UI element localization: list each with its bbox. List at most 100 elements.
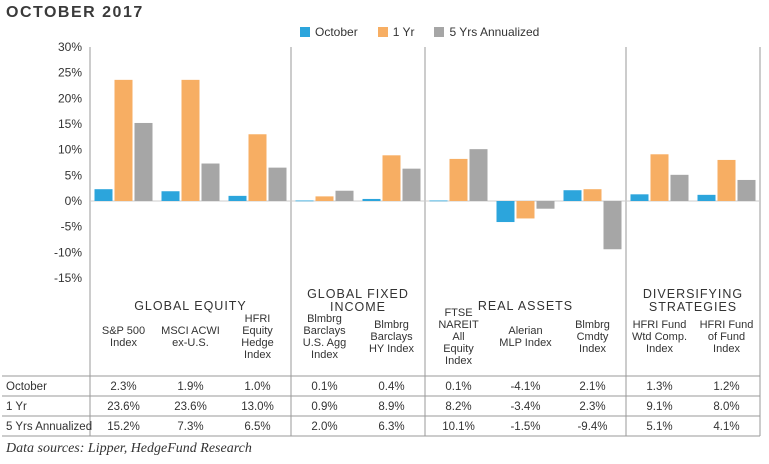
table-value-cell: 4.1%	[713, 421, 739, 433]
y-tick-label: -5%	[61, 220, 83, 234]
category-label: S&P 500	[102, 325, 145, 337]
y-tick-label: 25%	[58, 66, 82, 80]
category-label: MLP Index	[499, 337, 552, 349]
bar-1-yr	[717, 159, 736, 201]
bar-1-yr	[650, 154, 669, 201]
table-value-cell: 10.1%	[442, 421, 475, 433]
category-label: HFRI	[245, 313, 271, 325]
legend-label-1yr: 1 Yr	[392, 25, 415, 39]
table-value-cell: 1.9%	[177, 381, 203, 393]
table-value-cell: 23.6%	[107, 401, 140, 413]
legend-item-1yr: 1 Yr	[377, 25, 415, 39]
category-label: Equity	[443, 343, 474, 355]
table-value-cell: 13.0%	[241, 401, 274, 413]
bar-october	[228, 195, 247, 201]
group-label: DIVERSIFYING	[643, 287, 743, 301]
bar-october	[496, 201, 515, 223]
category-label: All	[452, 331, 464, 343]
legend-swatch-october	[300, 27, 310, 37]
category-label: Hedge	[241, 337, 273, 349]
bar-1-yr	[114, 79, 133, 201]
bar-5-yrs-annualized	[469, 149, 488, 201]
bar-1-yr	[583, 189, 602, 201]
legend-swatch-5yr	[434, 27, 445, 37]
bar-chart: -15% -10% -5% 0% 5% 10% 15% 20% 25% 30% GLOBAL EQU…	[2, 40, 761, 437]
table-value-cell: 0.1%	[311, 381, 337, 393]
category-label: HY Index	[369, 343, 415, 355]
page-title: OCTOBER 2017	[6, 4, 144, 21]
table-value-cell: -4.1%	[510, 381, 540, 393]
category-label: U.S. Agg	[303, 337, 346, 349]
category-label: NAREIT	[438, 319, 479, 331]
group-label: GLOBAL FIXED	[307, 287, 409, 301]
bar-5-yrs-annualized	[603, 201, 622, 250]
table-value-cell: 1.3%	[646, 381, 672, 393]
bar-1-yr	[382, 155, 401, 201]
y-tick-label: 15%	[58, 117, 82, 131]
category-label: Index	[445, 355, 472, 367]
group-label: REAL ASSETS	[478, 299, 573, 313]
category-label: Blmbrg	[575, 319, 610, 331]
category-label: Alerian	[508, 325, 542, 337]
table-value-cell: -1.5%	[510, 421, 540, 433]
table-value-cell: 0.9%	[311, 401, 337, 413]
category-label: Index	[579, 343, 606, 355]
table-value-cell: 6.3%	[378, 421, 404, 433]
bar-october	[697, 194, 716, 201]
legend-item-october: October	[300, 25, 358, 39]
bar-october	[295, 200, 314, 202]
legend-label-5yr: 5 Yrs Annualized	[449, 25, 540, 39]
bar-5-yrs-annualized	[670, 174, 689, 201]
bar-5-yrs-annualized	[134, 122, 153, 201]
table-value-cell: 8.0%	[713, 401, 739, 413]
category-label: Index	[311, 349, 338, 361]
row-label-5yr: 5 Yrs Annualized	[6, 421, 92, 433]
y-tick-label: 20%	[58, 91, 82, 105]
y-tick-label: -15%	[54, 271, 82, 285]
bar-october	[630, 194, 649, 201]
table-value-cell: 0.4%	[378, 381, 404, 393]
category-label: HFRI Fund	[633, 319, 687, 331]
category-label: MSCI ACWI	[161, 325, 220, 337]
y-tick-label: 30%	[58, 40, 82, 54]
y-tick-label: 0%	[65, 194, 83, 208]
y-tick-label: 5%	[65, 168, 83, 182]
chart-legend: October 1 Yr 5 Yrs Annualized	[300, 25, 539, 39]
category-label: Index	[646, 343, 673, 355]
category-label: FTSE	[444, 307, 472, 319]
table-value-cell: 2.3%	[579, 401, 605, 413]
table-value-cell: -9.4%	[577, 421, 607, 433]
category-label: Barclays	[370, 331, 413, 343]
table-value-cell: 23.6%	[174, 401, 207, 413]
bar-1-yr	[181, 79, 200, 201]
table-value-cell: -3.4%	[510, 401, 540, 413]
table-value-cell: 8.9%	[378, 401, 404, 413]
legend-item-5yr: 5 Yrs Annualized	[434, 25, 539, 39]
y-tick-label: 10%	[58, 143, 82, 157]
group-label: STRATEGIES	[649, 300, 737, 314]
bar-5-yrs-annualized	[737, 179, 756, 201]
table-value-cell: 1.2%	[713, 381, 739, 393]
bar-1-yr	[315, 196, 334, 201]
table-value-cell: 2.1%	[579, 381, 605, 393]
table-value-cell: 2.0%	[311, 421, 337, 433]
bar-october	[94, 189, 113, 201]
data-source-note: Data sources: Lipper, HedgeFund Research	[6, 441, 252, 456]
table-value-cell: 9.1%	[646, 401, 672, 413]
category-label: Cmdty	[577, 331, 609, 343]
category-label: ex-U.S.	[172, 337, 209, 349]
category-label: of Fund	[708, 331, 745, 343]
table-value-cell: 8.2%	[445, 401, 471, 413]
category-label: Index	[244, 349, 271, 361]
bar-5-yrs-annualized	[536, 201, 555, 209]
bar-5-yrs-annualized	[402, 168, 421, 201]
table-value-cell: 0.1%	[445, 381, 471, 393]
bar-october	[563, 190, 582, 201]
group-label: GLOBAL EQUITY	[134, 299, 247, 313]
bar-1-yr	[449, 158, 468, 201]
y-tick-label: -10%	[54, 245, 82, 259]
table-value-cell: 7.3%	[177, 421, 203, 433]
bar-5-yrs-annualized	[268, 167, 287, 201]
bar-5-yrs-annualized	[335, 190, 354, 201]
category-label: Barclays	[303, 325, 346, 337]
